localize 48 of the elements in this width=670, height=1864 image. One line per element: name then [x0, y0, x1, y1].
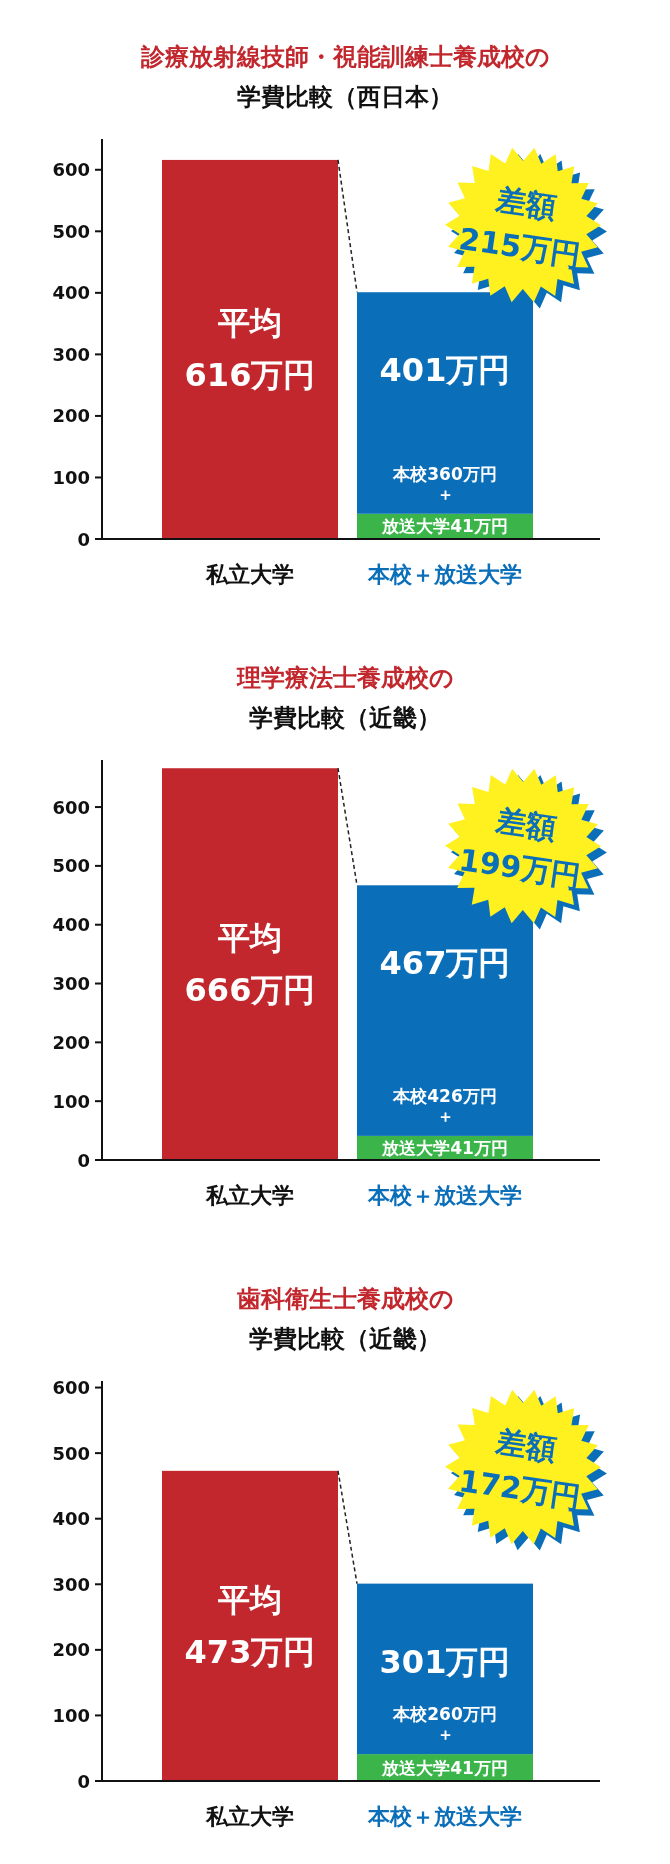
data-label: 放送大学41万円	[381, 1137, 508, 1158]
chart-subtitle: 学費比較（西日本）	[237, 83, 453, 111]
y-tick-label: 300	[52, 1573, 90, 1595]
y-tick-label: 600	[52, 159, 90, 181]
y-tick-label: 300	[52, 973, 90, 995]
y-tick-label: 500	[52, 1442, 90, 1464]
x-tick-label: 本校＋放送大学	[367, 1182, 522, 1208]
chart-title: 歯科衛生士養成校の	[235, 1285, 454, 1313]
y-tick-label: 500	[52, 220, 90, 242]
total-label: 301万円	[379, 1642, 511, 1681]
y-tick-label: 100	[52, 466, 90, 488]
chart-subtitle: 学費比較（近畿）	[249, 1325, 441, 1353]
annotation: 差額 172万円	[456, 1423, 584, 1515]
chart-title: 理学療法士養成校の	[235, 664, 454, 692]
y-tick-label: 300	[52, 343, 90, 365]
x-tick-label: 私立大学	[205, 1182, 294, 1208]
y-tick-label: 400	[52, 1508, 90, 1530]
x-tick-label: 私立大学	[205, 1803, 294, 1829]
y-tick-label: 600	[52, 796, 90, 818]
data-label: 放送大学41万円	[381, 516, 508, 537]
annotation: 差額 215万円	[456, 181, 584, 273]
y-tick-label: 100	[52, 1090, 90, 1112]
y-tick-label: 0	[77, 528, 90, 550]
data-label: 本校260万円＋	[392, 1704, 497, 1745]
y-tick-label: 600	[52, 1377, 90, 1399]
y-tick-label: 0	[77, 1149, 90, 1171]
y-tick-label: 100	[52, 1704, 90, 1726]
y-tick-label: 400	[52, 282, 90, 304]
y-tick-label: 0	[77, 1770, 90, 1792]
x-tick-label: 私立大学	[205, 561, 294, 587]
y-tick-label: 200	[52, 1031, 90, 1053]
y-tick-label: 400	[52, 914, 90, 936]
y-tick-label: 200	[52, 405, 90, 427]
chart-subtitle: 学費比較（近畿）	[249, 704, 441, 732]
x-tick-label: 本校＋放送大学	[367, 561, 522, 587]
annotation: 差額 199万円	[456, 802, 584, 894]
data-label: 平均 473万円	[184, 1580, 316, 1671]
chart-title: 診療放射線技師・視能訓練士養成校の	[139, 43, 550, 71]
y-tick-label: 500	[52, 855, 90, 877]
x-tick-label: 本校＋放送大学	[367, 1803, 522, 1829]
total-label: 467万円	[379, 944, 511, 983]
data-label: 本校360万円＋	[392, 463, 497, 504]
y-tick-label: 200	[52, 1639, 90, 1661]
data-label: 放送大学41万円	[381, 1757, 508, 1778]
data-label: 平均 666万円	[184, 919, 316, 1010]
total-label: 401万円	[379, 351, 511, 390]
data-label: 平均 616万円	[184, 304, 316, 395]
data-label: 本校426万円＋	[392, 1085, 497, 1126]
